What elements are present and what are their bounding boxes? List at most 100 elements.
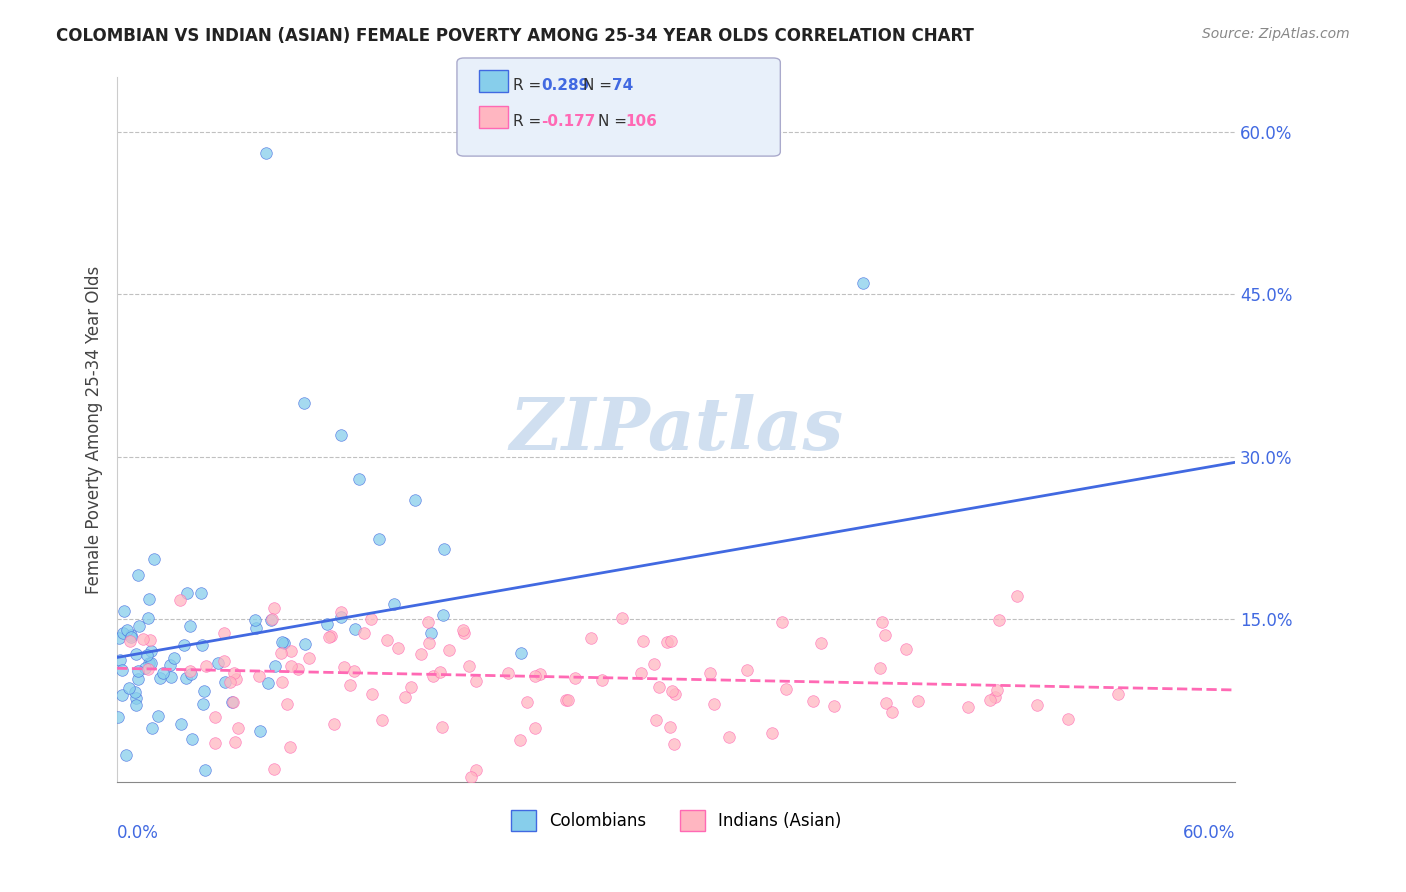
Point bbox=[136, 611, 159, 625]
Point bbox=[464, 674, 486, 689]
Point bbox=[204, 736, 226, 750]
Point bbox=[148, 709, 170, 723]
Point bbox=[224, 735, 246, 749]
Point bbox=[703, 698, 725, 712]
Point bbox=[138, 657, 160, 671]
Point bbox=[176, 586, 198, 600]
Point bbox=[418, 636, 440, 650]
Point bbox=[190, 586, 212, 600]
Text: ZIPatlas: ZIPatlas bbox=[509, 394, 844, 466]
Point bbox=[115, 623, 138, 637]
Point bbox=[329, 605, 352, 619]
Point bbox=[367, 532, 389, 546]
Point bbox=[983, 690, 1005, 704]
Point bbox=[610, 611, 633, 625]
Point bbox=[219, 675, 242, 690]
Text: 74: 74 bbox=[612, 78, 633, 94]
Point bbox=[422, 669, 444, 683]
Legend: Colombians, Indians (Asian): Colombians, Indians (Asian) bbox=[505, 804, 848, 838]
Point bbox=[509, 733, 531, 747]
Point bbox=[631, 634, 654, 648]
Point bbox=[207, 657, 229, 671]
Point bbox=[870, 615, 893, 630]
Point bbox=[416, 615, 439, 630]
Point bbox=[557, 693, 579, 707]
Point bbox=[810, 635, 832, 649]
Point bbox=[361, 687, 384, 701]
Point bbox=[108, 631, 131, 645]
Text: 106: 106 bbox=[626, 114, 658, 129]
Point bbox=[323, 717, 346, 731]
Point bbox=[524, 669, 547, 683]
Point bbox=[382, 597, 405, 611]
Point bbox=[280, 740, 302, 755]
Point bbox=[142, 552, 165, 566]
Text: 0.0%: 0.0% bbox=[117, 824, 159, 842]
Point bbox=[214, 675, 236, 690]
Point bbox=[292, 395, 315, 409]
Point bbox=[280, 659, 302, 673]
Point bbox=[110, 663, 132, 677]
Point bbox=[869, 661, 891, 675]
Point bbox=[224, 666, 246, 681]
Point bbox=[907, 694, 929, 708]
Point bbox=[399, 680, 422, 694]
Point bbox=[294, 637, 316, 651]
Point bbox=[149, 671, 172, 685]
Point bbox=[429, 665, 451, 680]
Point bbox=[127, 567, 149, 582]
Point bbox=[775, 682, 797, 697]
Point bbox=[316, 616, 339, 631]
Point bbox=[873, 628, 896, 642]
Point bbox=[329, 610, 352, 624]
Point bbox=[287, 662, 309, 676]
Point bbox=[193, 684, 215, 698]
Point bbox=[110, 653, 132, 667]
Point bbox=[956, 699, 979, 714]
Text: COLOMBIAN VS INDIAN (ASIAN) FEMALE POVERTY AMONG 25-34 YEAR OLDS CORRELATION CHA: COLOMBIAN VS INDIAN (ASIAN) FEMALE POVER… bbox=[56, 27, 974, 45]
Point bbox=[430, 720, 453, 734]
Point bbox=[139, 644, 162, 658]
Point bbox=[128, 618, 150, 632]
Point bbox=[263, 659, 285, 673]
Point bbox=[276, 698, 298, 712]
Point bbox=[343, 622, 366, 636]
Point bbox=[523, 721, 546, 735]
Point bbox=[1025, 698, 1047, 712]
Point bbox=[394, 690, 416, 705]
Point bbox=[180, 731, 202, 746]
Point bbox=[360, 612, 382, 626]
Point bbox=[139, 656, 162, 670]
Point bbox=[169, 593, 191, 607]
Point bbox=[554, 693, 576, 707]
Point bbox=[152, 665, 174, 680]
Point bbox=[343, 664, 366, 678]
Point bbox=[770, 615, 793, 630]
Point bbox=[318, 631, 340, 645]
Point bbox=[270, 635, 292, 649]
Point bbox=[1005, 590, 1028, 604]
Point bbox=[371, 714, 394, 728]
Point bbox=[699, 666, 721, 681]
Point bbox=[464, 764, 486, 778]
Point bbox=[212, 654, 235, 668]
Point bbox=[986, 683, 1008, 698]
Point bbox=[451, 623, 474, 637]
Point bbox=[221, 695, 243, 709]
Point bbox=[329, 428, 352, 442]
Point bbox=[332, 660, 354, 674]
Point bbox=[112, 625, 135, 640]
Point bbox=[125, 698, 148, 712]
Point bbox=[319, 629, 342, 643]
Point bbox=[516, 695, 538, 709]
Point bbox=[579, 631, 602, 645]
Point bbox=[138, 592, 160, 607]
Point bbox=[131, 632, 153, 646]
Point bbox=[124, 685, 146, 699]
Point bbox=[263, 762, 285, 776]
Point bbox=[262, 612, 284, 626]
Point bbox=[664, 687, 686, 701]
Point bbox=[136, 662, 159, 676]
Point bbox=[432, 607, 454, 622]
Point bbox=[460, 771, 482, 785]
